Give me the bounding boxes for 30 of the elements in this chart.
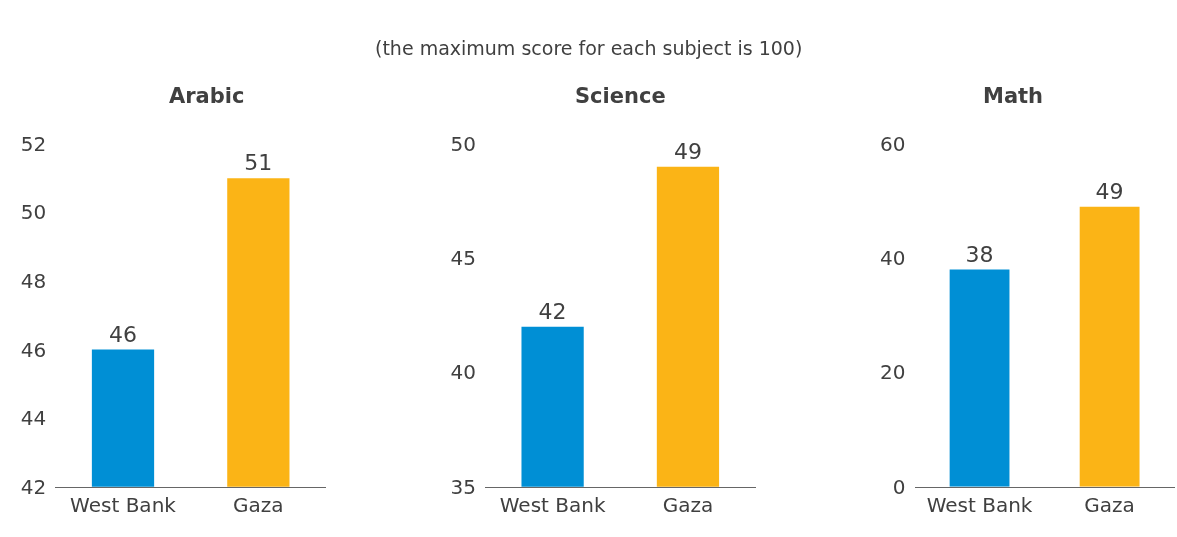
data-label: 51 (244, 150, 273, 176)
data-label: 42 (538, 298, 567, 324)
data-label: 46 (109, 321, 137, 347)
y-tick-label: 46 (20, 337, 47, 362)
y-tick-label: 40 (450, 360, 476, 385)
y-tick-label: 45 (450, 246, 476, 271)
y-tick-label: 50 (20, 200, 47, 225)
y-tick-label: 50 (450, 131, 476, 156)
y-tick-label: 48 (20, 269, 47, 294)
text: (the maximum score for each subject is 100) (375, 37, 803, 59)
chart-title: Science (575, 84, 666, 108)
y-tick-label: 60 (880, 131, 906, 156)
y-tick-label: 20 (880, 360, 906, 385)
x-tick-label: Gaza (233, 492, 284, 517)
y-tick-label: 35 (450, 474, 476, 499)
data-label: 49 (673, 138, 702, 164)
y-tick-label: 0 (892, 474, 906, 499)
data-label: 49 (1095, 178, 1124, 204)
x-tick-label: West Bank (70, 492, 177, 517)
y-tick-label: 42 (20, 474, 47, 499)
chart-title: Math (983, 84, 1044, 108)
x-tick-label: West Bank (499, 492, 606, 517)
y-tick-label: 44 (20, 406, 47, 431)
data-label: 38 (965, 241, 994, 267)
x-tick-label: West Bank (926, 492, 1033, 517)
x-tick-label: Gaza (1084, 492, 1135, 517)
x-tick-label: Gaza (662, 492, 714, 517)
chart-title: Arabic (169, 84, 245, 108)
y-tick-label: 40 (880, 246, 906, 271)
y-tick-label: 52 (20, 131, 47, 156)
